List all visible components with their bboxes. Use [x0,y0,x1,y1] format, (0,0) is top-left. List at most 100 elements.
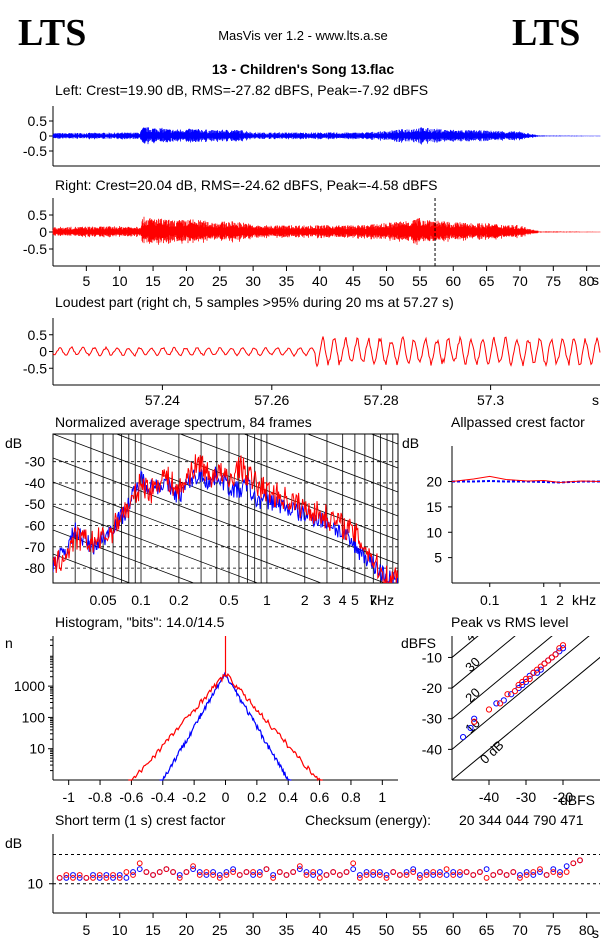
spectrum-xtick-label: 2 [301,592,309,608]
short-term-crest-left-point [370,872,377,878]
peak-vs-rms-right-point [515,681,522,689]
peak-vs-rms-left-point [559,645,567,652]
right-waveform-xtick-label: 35 [279,273,295,289]
short-term-crest-left-point [110,874,116,881]
short-term-crest-right-point [537,866,543,873]
loudest-part-trace [52,335,601,368]
peak-vs-rms-left-point [519,681,526,689]
peak-vs-rms-xtick-label: -20 [553,789,573,805]
short-term-crest-left-point [130,869,136,875]
short-term-crest-right-point [530,869,537,875]
short-term-crest-left-point [256,869,263,875]
short-term-crest-left-point [63,874,70,881]
peak-vs-rms-right-point [559,642,567,649]
loudest-part-xtick-label: 57.26 [254,392,289,408]
short-term-crest-right-point [396,872,403,878]
short-term-crest-right-point [470,872,477,878]
short-term-crest-right-point [296,863,303,870]
spectrum-ytick-label: -80 [25,560,45,576]
file-title: 13 - Children's Song 13.flac [212,61,394,77]
short-term-crest-left-point [176,872,183,878]
crest-factor-ytick-label: 15 [426,499,442,515]
crest-factor-x-unit: kHz [572,592,596,608]
short-term-crest-left-point [310,872,317,878]
short-term-crest-left-point [537,869,543,875]
short-term-crest-ylabel: dB [5,835,22,851]
short-term-crest-left-point [96,874,103,881]
short-term-crest-left-point [216,872,223,878]
short-term-crest-xtick-label: 80 [579,922,595,938]
loudest-part-ytick-label: -0.5 [23,360,47,376]
right-waveform-xtick-label: 5 [82,273,90,289]
right-waveform-xtick-label: 20 [179,273,195,289]
short-term-crest-right-point [510,869,517,875]
short-term-crest-right-point [577,857,583,864]
histogram-xtick-label: 0.6 [310,789,330,805]
peak-vs-rms-left-point [526,672,533,679]
right-waveform-ytick-label: 0.5 [28,207,48,223]
spectrum-frame [52,433,399,584]
spectrum-ytick-label: -50 [25,496,45,512]
spectrum-ytick-label: -70 [25,539,45,555]
spectrum-slope-line [53,529,195,583]
peak-vs-rms-left-point [556,648,563,655]
short-term-crest-xtick-label: 5 [82,922,90,938]
right-waveform-xtick-label: 70 [512,273,528,289]
short-term-crest-left-point [557,869,563,875]
right-waveform-xtick-label: 25 [212,273,228,289]
left-waveform-title: Left: Crest=19.90 dB, RMS=-27.82 dBFS, P… [55,82,428,98]
spectrum-right-trace [53,454,398,583]
loudest-part-chart: 0.50-0.5 57.24 57.26 57.28 57.3 [23,318,601,408]
short-term-crest-right-point [363,872,370,878]
short-term-crest-right-point [336,872,343,878]
spectrum-slope-line [53,457,386,583]
short-term-crest-xtick-label: 70 [512,922,528,938]
checksum-label: Checksum (energy): [305,812,431,828]
short-term-crest-left-point [136,866,143,873]
crest-factor-right-trace [451,475,601,484]
short-term-crest-left-point [303,869,310,875]
short-term-crest-right-point [416,874,423,881]
peak-vs-rms-left-point [500,697,507,704]
left-waveform-ytick-label: 0 [39,128,47,144]
spectrum-slope-line [179,434,398,517]
short-term-crest-right-point [463,869,470,875]
crest-factor-xtick-label: 0.1 [480,592,500,608]
short-term-crest-right-point [290,869,297,875]
short-term-crest-x-unit: s [592,925,599,941]
spectrum-plot-area [53,434,398,583]
short-term-crest-xtick-label: 35 [279,922,295,938]
short-term-crest-right-point [557,872,563,878]
peak-vs-rms-right-point [485,706,493,713]
histogram-xtick-label: 0.8 [341,789,361,805]
short-term-crest-right-point [143,869,150,875]
short-term-crest-left-point [530,872,537,878]
checksum-value: 20 344 044 790 471 [459,812,584,828]
histogram-xtick-label: -0.8 [88,789,112,805]
short-term-crest-right-point [136,860,143,867]
peak-vs-rms-right-point [471,718,478,725]
short-term-crest-right-point [303,872,310,878]
short-term-crest-right-point [123,869,130,875]
short-term-crest-left-point [423,869,430,875]
short-term-crest-right-point [330,869,337,875]
short-term-crest-left-point [483,866,490,873]
short-term-crest-left-point [196,869,203,875]
short-term-crest-chart: 10 5 10 15 20 25 30 35 40 45 50 55 60 65 70 75 80 [27,834,600,938]
spectrum-ytick-label: -30 [25,454,45,470]
short-term-crest-right-point [323,872,330,878]
peak-vs-rms-left-point [471,715,478,722]
peak-vs-rms-left-point [534,669,541,676]
short-term-crest-right-point [110,872,116,878]
peak-vs-rms-right-point [548,654,556,661]
histogram-xtick-label: 0.4 [278,789,298,805]
short-term-crest-right-point [316,874,323,881]
short-term-crest-right-point [56,874,63,881]
short-term-crest-right-point [310,869,317,875]
right-waveform-xtick-label: 50 [379,273,395,289]
peak-vs-rms-right-point [526,675,533,682]
short-term-crest-left-point [403,869,410,875]
short-term-crest-right-point [156,869,163,875]
short-term-crest-xtick-label: 10 [112,922,128,938]
